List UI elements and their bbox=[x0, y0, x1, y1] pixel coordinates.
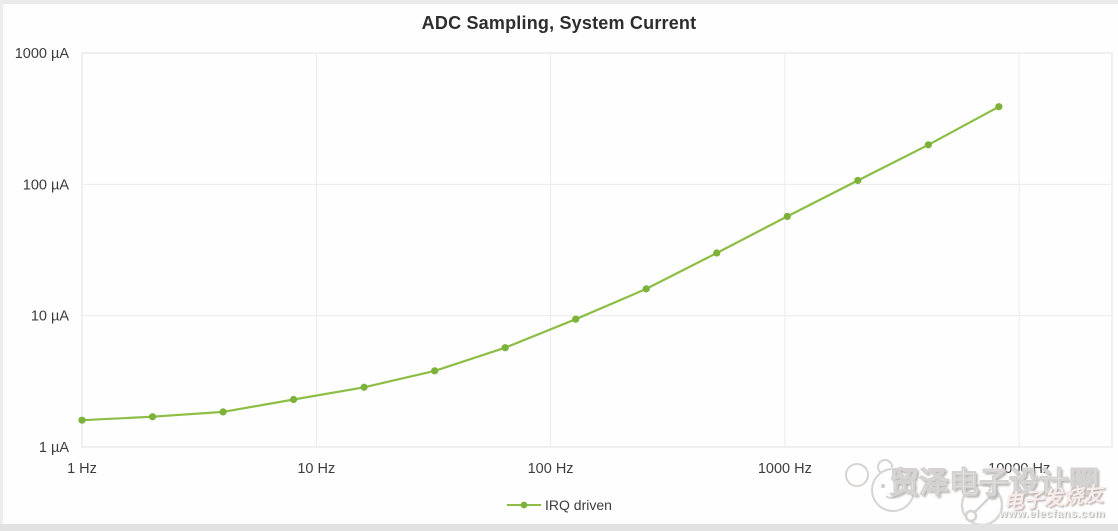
frame-edge-top bbox=[0, 0, 1118, 4]
data-point bbox=[501, 344, 509, 352]
frame-edge-bottom bbox=[0, 524, 1118, 531]
y-tick-label: 10 µA bbox=[31, 309, 70, 325]
series-line bbox=[81, 105, 1000, 422]
x-tick-label: 1 Hz bbox=[67, 461, 97, 477]
data-point bbox=[713, 249, 721, 257]
legend: IRQ driven bbox=[0, 497, 1118, 513]
frame-edge-left bbox=[0, 0, 3, 531]
data-point bbox=[783, 212, 791, 220]
data-point bbox=[995, 103, 1003, 111]
data-point bbox=[642, 285, 650, 293]
data-point bbox=[431, 367, 439, 375]
legend-line-marker-icon bbox=[507, 501, 542, 509]
data-point bbox=[854, 176, 862, 185]
y-tick-label: 1 µA bbox=[39, 440, 69, 456]
plot-background bbox=[81, 52, 1113, 448]
x-tick-label: 10000 Hz bbox=[988, 461, 1050, 477]
data-point bbox=[924, 141, 932, 149]
legend-label: IRQ driven bbox=[545, 497, 612, 513]
chart-title: ADC Sampling, System Current bbox=[421, 13, 697, 33]
data-point bbox=[572, 315, 580, 323]
x-tick-label: 100 Hz bbox=[528, 461, 574, 477]
data-point bbox=[148, 413, 157, 421]
x-tick-label: 10 Hz bbox=[297, 461, 335, 477]
y-tick-label: 100 µA bbox=[23, 177, 70, 193]
data-point bbox=[289, 395, 298, 404]
data-point bbox=[360, 383, 368, 391]
x-tick-label: 1000 Hz bbox=[758, 461, 812, 477]
data-point bbox=[219, 408, 227, 416]
y-tick-label: 1000 µA bbox=[15, 46, 70, 62]
data-point bbox=[78, 416, 86, 424]
